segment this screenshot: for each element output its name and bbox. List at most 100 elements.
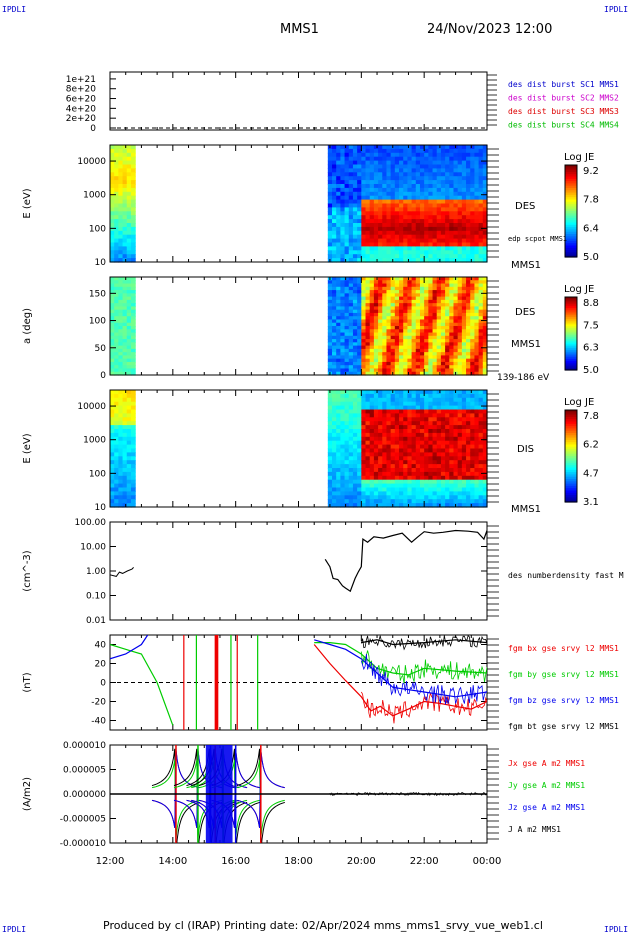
spectrogram-cell	[118, 319, 124, 324]
spectrogram-cell	[436, 401, 442, 407]
spectrogram-cell	[407, 352, 413, 356]
spectrogram-cell	[407, 187, 413, 193]
spectrogram-cell	[432, 306, 438, 311]
spectrogram-cell	[407, 176, 413, 181]
spectrogram-cell	[378, 254, 383, 259]
spectrogram-cell	[428, 306, 434, 311]
spectrogram-cell	[327, 238, 333, 244]
spectrogram-cell	[432, 487, 438, 492]
spectrogram-cell	[130, 499, 136, 504]
spectrogram-cell	[399, 345, 404, 350]
spectrogram-cell	[336, 495, 341, 500]
spectrogram-cell	[403, 339, 409, 343]
spectrogram-cell	[440, 503, 446, 508]
spectrogram-cell	[461, 444, 467, 450]
spectrogram-cell	[399, 436, 404, 442]
spectrogram-cell	[122, 322, 128, 327]
spectrogram-cell	[461, 277, 467, 281]
spectrogram-cell	[332, 390, 337, 395]
spectrogram-cell	[424, 468, 429, 473]
spectrogram-cell	[126, 425, 132, 430]
spectrogram-cell	[327, 352, 333, 356]
spectrogram-cell	[373, 322, 379, 327]
spectrogram-cell	[399, 471, 404, 477]
spectrogram-cell	[403, 335, 409, 340]
spectrogram-cell	[130, 397, 136, 403]
spectrogram-cell	[332, 483, 337, 489]
spectrogram-cell	[419, 409, 425, 414]
spectrogram-cell	[440, 345, 446, 350]
spectrogram-cell	[399, 448, 404, 453]
colorbar-tick-label: 4.7	[583, 468, 599, 479]
spectrogram-cell	[348, 345, 354, 350]
spectrogram-cell	[428, 254, 434, 259]
spectrogram-cell	[114, 444, 119, 450]
spectrogram-cell	[365, 417, 371, 422]
spectrogram-cell	[352, 342, 358, 347]
spectrogram-cell	[445, 160, 450, 166]
spectrogram-cell	[118, 164, 124, 169]
spectrogram-cell	[453, 491, 459, 496]
spectrogram-cell	[378, 368, 383, 373]
spectrogram-cell	[114, 495, 119, 500]
spectrogram-cell	[365, 152, 371, 158]
spectrogram-cell	[378, 226, 383, 232]
colorbar-cell	[565, 178, 577, 182]
spectrogram-cell	[445, 345, 450, 350]
spectrogram-cell	[466, 452, 471, 457]
spectrogram-cell	[436, 230, 442, 236]
colorbar-tick-label: 7.8	[583, 195, 599, 206]
spectrogram-cell	[466, 195, 471, 201]
spectrogram-cell	[457, 479, 463, 485]
spectrogram-cell	[399, 335, 404, 340]
colorbar-cell	[565, 171, 577, 175]
spectrogram-cell	[449, 487, 455, 492]
spectrogram-cell	[449, 332, 455, 337]
spectrogram-cell	[336, 203, 341, 208]
spectrogram-cell	[336, 326, 341, 330]
spectrogram-cell	[110, 296, 115, 301]
spectrogram-cell	[478, 487, 484, 492]
spectrogram-cell	[478, 444, 484, 450]
spectrogram-cell	[424, 487, 429, 492]
colorbar-cell	[565, 302, 577, 305]
spectrogram-cell	[470, 187, 476, 193]
colorbar-cell	[565, 231, 577, 235]
spectrogram-cell	[340, 335, 346, 340]
spectrogram-cell	[382, 475, 388, 481]
spectrogram-cell	[474, 168, 480, 173]
spectrogram-cell	[440, 303, 446, 307]
spectrogram-cell	[440, 184, 446, 189]
spectrogram-cell	[419, 168, 425, 173]
spectrogram-cell	[453, 290, 459, 294]
spectrogram-cell	[122, 215, 128, 220]
spectrogram-cell	[390, 397, 396, 403]
spectrogram-cell	[122, 491, 128, 496]
spectrogram-cell	[470, 286, 476, 291]
colorbar-cell	[565, 329, 577, 333]
spectrogram-cell	[411, 322, 417, 327]
spectrogram-cell	[424, 329, 429, 334]
spectrogram-cell	[340, 440, 346, 446]
spectrogram-cell	[118, 184, 124, 189]
spectrogram-cell	[110, 180, 115, 185]
spectrogram-cell	[114, 361, 119, 366]
spectrogram-cell	[390, 223, 396, 228]
spectrogram-cell	[466, 199, 471, 205]
spectrogram-cell	[474, 250, 480, 255]
spectrogram-cell	[110, 440, 115, 446]
spectrogram-cell	[114, 164, 119, 169]
spectrogram-cell	[122, 368, 128, 373]
spectrogram-cell	[344, 176, 350, 181]
spectrogram-cell	[386, 332, 392, 337]
spectrogram-cell	[126, 390, 132, 395]
spectrogram-cell	[478, 199, 484, 205]
spectrogram-cell	[126, 223, 132, 228]
spectrogram-cell	[327, 164, 333, 169]
spectrogram-cell	[436, 211, 442, 216]
spectrogram-cell	[411, 436, 417, 442]
spectrogram-cell	[126, 238, 132, 244]
spectrogram-cell	[369, 345, 375, 350]
spectrogram-cell	[470, 160, 476, 166]
spectrogram-cell	[461, 393, 467, 399]
